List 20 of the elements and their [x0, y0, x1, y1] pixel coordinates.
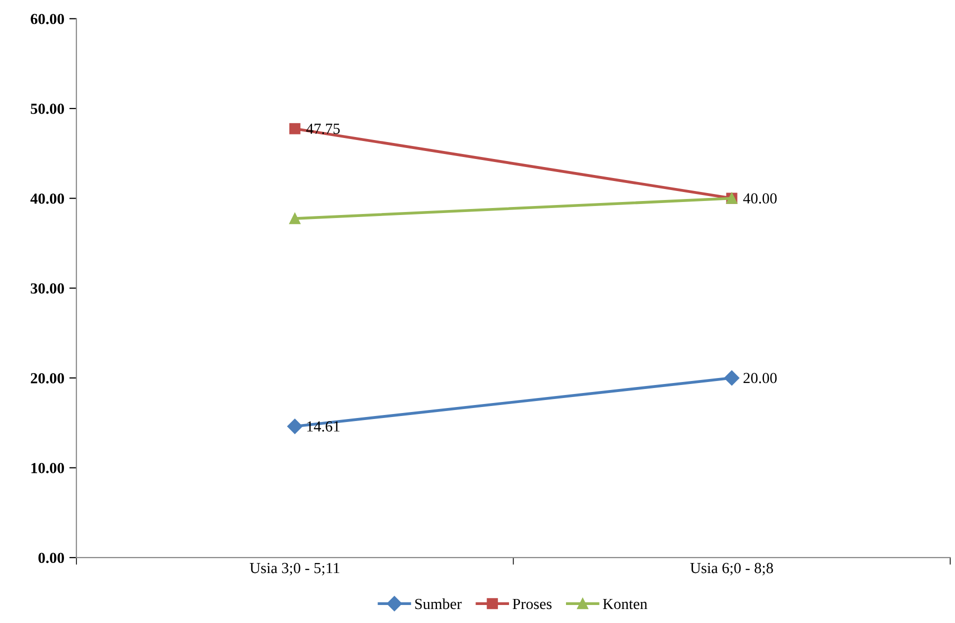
data-label: 40.00 [743, 193, 777, 204]
y-tick-label: 30.00 [30, 283, 64, 294]
data-label: 14.61 [307, 421, 340, 432]
y-tick-label: 50.00 [30, 104, 64, 114]
x-tick-label: Usia 3;0 - 5;11 [250, 562, 340, 576]
point [289, 212, 300, 224]
y-tick-label: 20.00 [30, 373, 64, 384]
data-label: 47.75 [306, 124, 340, 134]
legend-label: Proses [512, 598, 552, 610]
point [289, 123, 300, 134]
point [287, 418, 302, 434]
point [724, 370, 740, 386]
x-tick-label: Usia 6;0 - 8;8 [690, 562, 773, 576]
legend-label: Sumber [415, 598, 462, 610]
data-label: 20.00 [744, 372, 777, 384]
y-tick-label: 40.00 [30, 193, 64, 204]
legend-label: Konten [602, 598, 648, 610]
y-tick-label: 10.00 [31, 462, 64, 474]
y-tick-label: 60.00 [30, 14, 64, 24]
y-tick-label: 0.00 [38, 552, 64, 564]
